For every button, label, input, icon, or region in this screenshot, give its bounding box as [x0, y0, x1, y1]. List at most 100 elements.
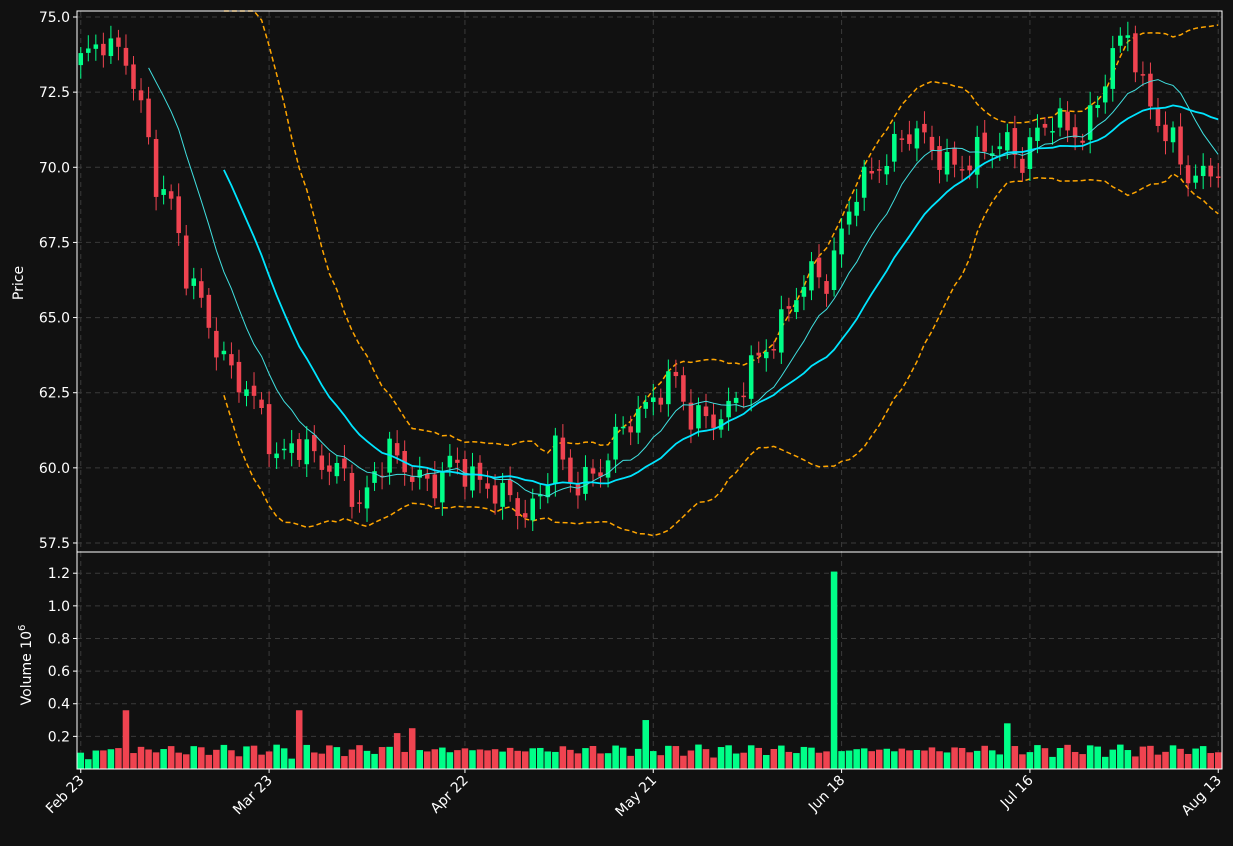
- candle-body: [1140, 74, 1146, 76]
- candle-body: [944, 152, 950, 175]
- volume-bar: [228, 750, 235, 769]
- price-tick-label: 75.0: [39, 10, 70, 26]
- volume-bar: [1094, 746, 1101, 769]
- volume-bar: [499, 751, 506, 769]
- candle-body: [575, 484, 581, 496]
- candle-body: [214, 330, 219, 358]
- candle-body: [748, 355, 754, 399]
- candle-body: [756, 352, 761, 356]
- candle-body: [741, 395, 746, 398]
- candle-body: [409, 476, 415, 482]
- volume-bar: [702, 749, 710, 769]
- candle-body: [199, 281, 204, 298]
- candle-body: [86, 48, 91, 53]
- volume-bar: [235, 756, 243, 769]
- volume-bar: [431, 749, 439, 769]
- candle-body: [907, 134, 912, 144]
- volume-bar: [755, 747, 762, 769]
- volume-bar: [612, 745, 619, 769]
- volume-bar: [288, 758, 295, 769]
- candle-body: [989, 153, 995, 156]
- volume-bar: [122, 710, 130, 769]
- volume-bar: [650, 751, 657, 769]
- volume-bar: [838, 751, 845, 769]
- candle-body: [794, 300, 799, 313]
- candle-body: [892, 133, 897, 162]
- volume-bar: [273, 744, 280, 769]
- volume-bar: [476, 749, 484, 769]
- candle-body: [349, 472, 355, 507]
- volume-bar: [582, 748, 589, 769]
- volume-bar: [265, 751, 273, 769]
- candle-body: [342, 458, 347, 469]
- candle-body: [138, 90, 144, 101]
- candle-body: [477, 462, 483, 480]
- candle-body: [1005, 132, 1010, 151]
- volume-axis-label-text: Volume: [19, 653, 35, 705]
- candle-body: [869, 170, 874, 174]
- x-tick-label: Jul 16: [997, 772, 1037, 812]
- x-tick-label: May 21: [613, 773, 661, 821]
- candle-body: [1155, 107, 1161, 126]
- volume-bar: [559, 746, 567, 769]
- candle-body: [304, 439, 310, 465]
- volume-panel-frame: [76, 551, 1223, 770]
- volume-bar: [732, 753, 740, 769]
- candle-body: [929, 136, 935, 151]
- volume-bar: [936, 751, 943, 769]
- volume-bar: [303, 744, 311, 769]
- volume-axis-label: Volume 106: [17, 625, 35, 706]
- volume-bar: [1041, 748, 1049, 769]
- volume-bar: [793, 753, 800, 769]
- candle-body: [620, 426, 626, 429]
- candle-body: [1020, 158, 1025, 173]
- candle-body: [229, 354, 234, 366]
- price-tick-label: 70.0: [39, 160, 70, 176]
- candle-body: [1087, 105, 1093, 140]
- volume-bar: [1086, 745, 1094, 769]
- volume-exponent-sup: 6: [17, 625, 28, 631]
- candle-body: [116, 37, 121, 47]
- candle-body: [560, 437, 566, 460]
- candle-body: [266, 404, 272, 455]
- candle-body: [244, 389, 249, 396]
- candle-body: [1012, 128, 1018, 155]
- candle-body: [1163, 124, 1168, 142]
- volume-bar: [597, 753, 604, 769]
- candle-body: [899, 138, 905, 140]
- candle-body: [394, 443, 400, 456]
- x-tick-label: Aug 13: [1179, 773, 1225, 819]
- candle-body: [259, 399, 264, 408]
- volume-bar: [529, 748, 537, 769]
- price-tick-label: 62.5: [39, 386, 70, 402]
- bollinger-upper-line: [223, 10, 1219, 454]
- volume-bar: [348, 749, 356, 769]
- candles: [78, 21, 1221, 532]
- volume-bar: [77, 752, 85, 769]
- candle-body: [1148, 73, 1153, 107]
- volume-bar: [1071, 751, 1079, 769]
- volume-bar: [785, 751, 793, 769]
- volume-tick-label: 1.2: [48, 566, 70, 582]
- candle-body: [884, 166, 890, 175]
- candle-body: [779, 309, 784, 353]
- candle-body: [492, 485, 498, 504]
- candle-body: [786, 306, 792, 309]
- candle-body: [78, 53, 84, 66]
- volume-bar: [107, 749, 115, 769]
- volume-bar: [408, 728, 416, 769]
- volume-tick-label: 0.2: [48, 729, 70, 745]
- volume-bar: [341, 756, 348, 769]
- candle-body: [123, 47, 129, 66]
- candle-body: [183, 235, 189, 289]
- ma-fast-line: [148, 67, 1219, 497]
- candle-body: [974, 136, 980, 175]
- volume-bar: [182, 754, 190, 769]
- volume-bar: [981, 745, 988, 769]
- volume-bar: [1184, 753, 1192, 769]
- moving-averages: [148, 67, 1219, 497]
- volume-bar: [198, 747, 205, 769]
- volume-bar: [552, 751, 559, 769]
- candle-body: [809, 261, 814, 291]
